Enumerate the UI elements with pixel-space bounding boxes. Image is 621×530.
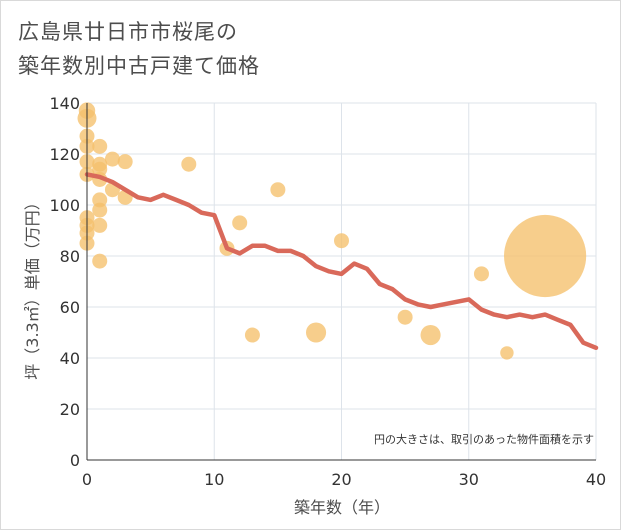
bubble-point — [473, 266, 489, 282]
bubble-point — [500, 346, 514, 360]
trend-line-layer — [84, 172, 599, 351]
bubble-point — [305, 322, 327, 343]
y-axis-label: 坪（3.3㎡）単価（万円） — [23, 194, 42, 379]
grid-lines — [87, 102, 597, 460]
tick-labels: 0 20 40 60 80 100 120 140 0 10 20 30 40 — [49, 94, 606, 489]
bubble-point — [181, 156, 197, 172]
bubble-point — [92, 202, 108, 218]
y-tick-label: 40 — [60, 349, 80, 368]
bubble-point — [92, 253, 108, 269]
bubble-point — [104, 151, 120, 167]
bubble-point — [420, 324, 441, 346]
axes-layer — [86, 103, 596, 461]
y-tick-label: 100 — [49, 196, 80, 215]
y-tick-label: 140 — [49, 94, 80, 113]
bubble-point — [92, 138, 108, 154]
bubble-point — [334, 233, 349, 249]
bubble-point — [232, 215, 248, 231]
bubble-point — [117, 154, 133, 170]
x-tick-label: 30 — [459, 470, 479, 489]
bubble-layer — [77, 102, 587, 360]
y-tick-label: 20 — [60, 400, 80, 419]
x-tick-label: 40 — [586, 470, 606, 489]
y-tick-label: 0 — [70, 451, 80, 470]
bubble-point — [92, 217, 108, 233]
x-tick-label: 10 — [204, 470, 224, 489]
average-price-line — [84, 172, 599, 351]
bubble-size-note: 円の大きさは、取引のあった物件面積を示す — [374, 432, 594, 446]
x-tick-label: 20 — [331, 470, 351, 489]
bubble-point — [504, 214, 587, 298]
title-line-1: 広島県廿日市市桜尾の — [18, 20, 238, 44]
bubble-point — [244, 327, 260, 343]
y-tick-label: 60 — [60, 298, 80, 317]
y-tick-label: 80 — [60, 247, 80, 266]
y-tick-label: 120 — [49, 145, 80, 164]
x-tick-label: 0 — [82, 470, 92, 489]
bubble-point — [270, 182, 286, 198]
title-line-2: 築年数別中古戸建て価格 — [18, 54, 260, 78]
x-axis-label: 築年数（年） — [294, 498, 390, 517]
bubble-point — [397, 309, 413, 325]
chart-title: 広島県廿日市市桜尾の 築年数別中古戸建て価格 — [18, 15, 260, 83]
